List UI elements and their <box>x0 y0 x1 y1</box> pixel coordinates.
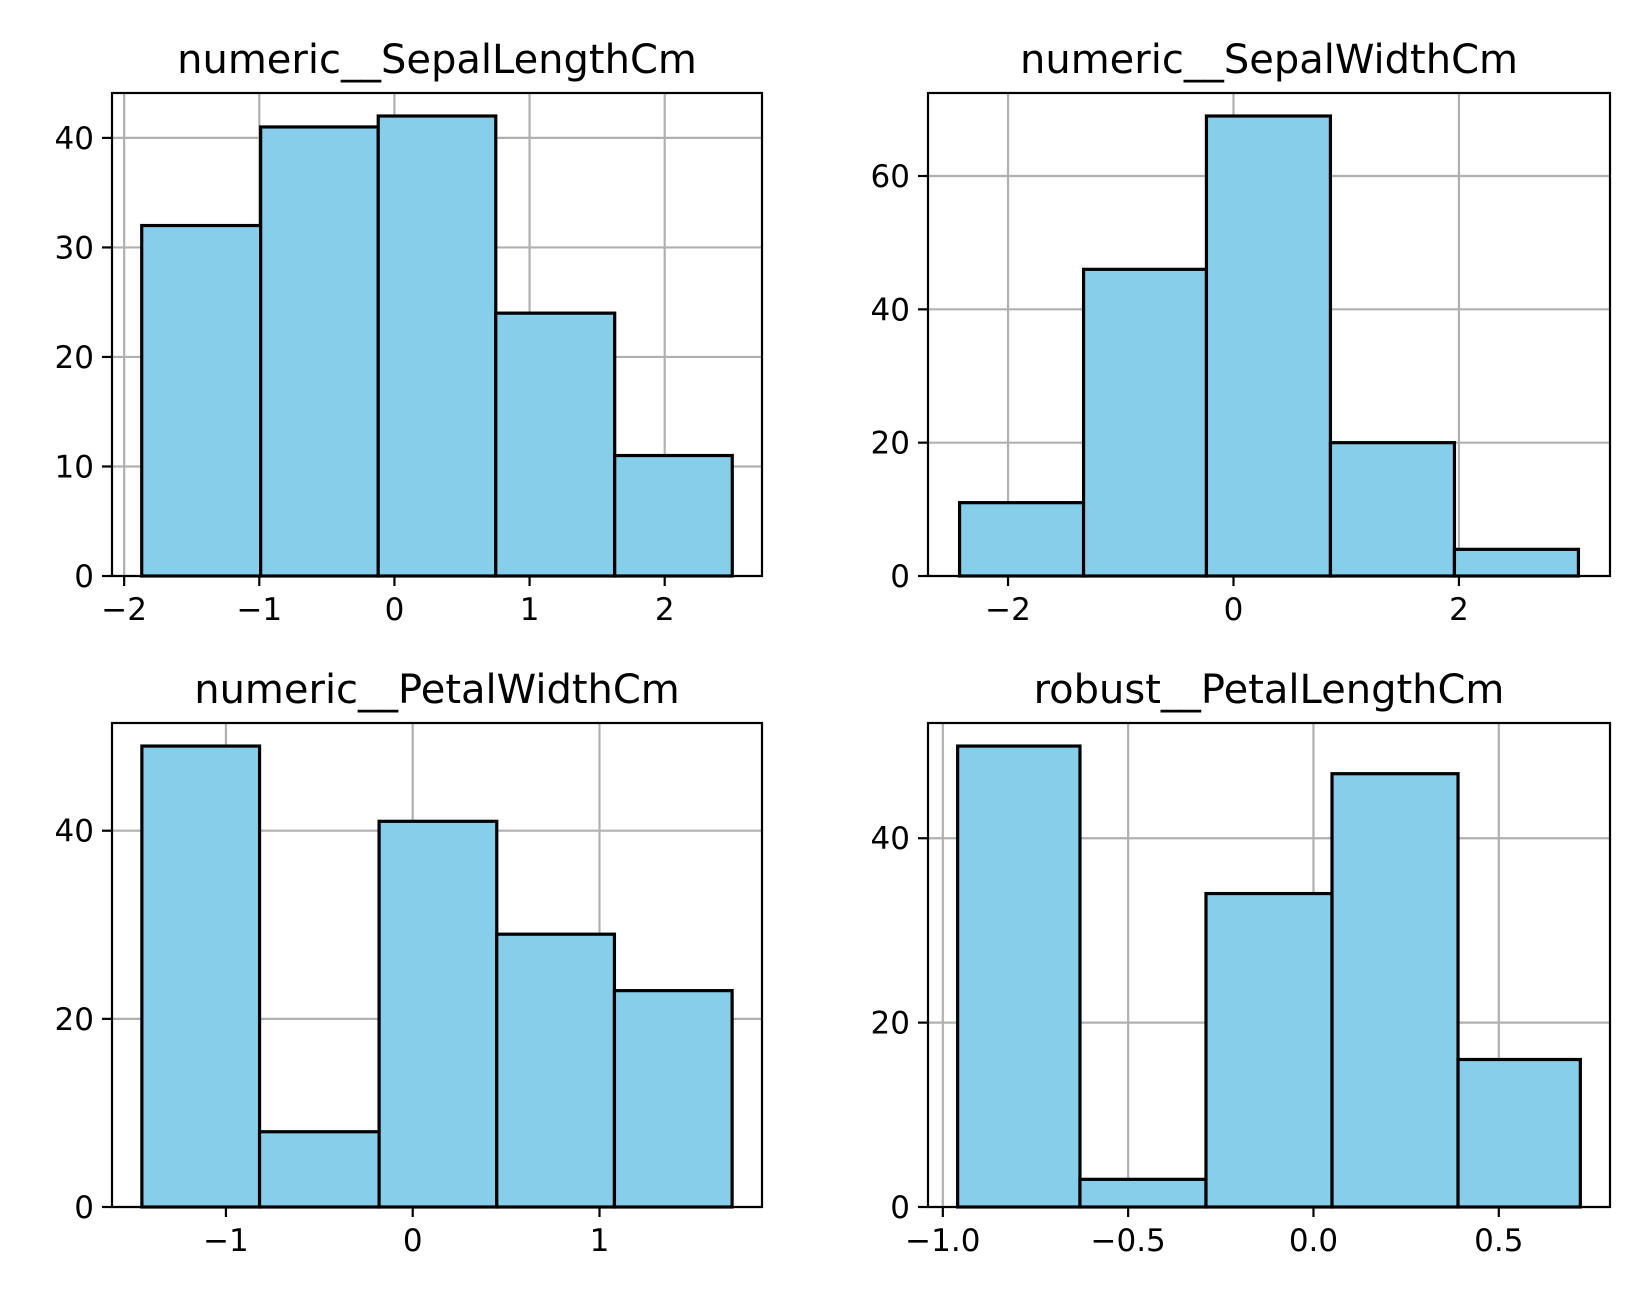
chart-petal-width-bar-1 <box>257 1130 381 1209</box>
chart-petal-length-title: robust__PetalLengthCm <box>1034 667 1505 713</box>
chart-sepal-length-ytick-label: 40 <box>55 121 94 157</box>
chart-petal-width-ytick-label: 20 <box>55 1002 94 1038</box>
chart-petal-length-bar-1 <box>1078 1177 1208 1209</box>
chart-petal-length-ytick-label: 0 <box>890 1190 910 1226</box>
chart-sepal-width-bar-4 <box>1452 547 1581 578</box>
chart-sepal-width-ytick-label: 60 <box>871 159 910 195</box>
chart-sepal-width-xtick-label: 2 <box>1449 592 1469 628</box>
chart-petal-length-xtick-label: −0.5 <box>1091 1223 1166 1259</box>
chart-sepal-width-ytick-label: 0 <box>890 559 910 595</box>
chart-petal-width-bar-4 <box>612 989 734 1209</box>
chart-petal-length-ytick-label: 40 <box>871 821 910 857</box>
chart-petal-width-bar-0 <box>140 744 262 1209</box>
chart-petal-length-bar-2 <box>1204 891 1334 1209</box>
chart-sepal-width-ytick-label: 20 <box>871 426 910 462</box>
chart-petal-width-title: numeric__PetalWidthCm <box>194 667 680 713</box>
chart-sepal-length-bar-1 <box>259 125 380 578</box>
chart-petal-width-xtick-label: 1 <box>590 1223 610 1259</box>
chart-sepal-length-ytick-label: 0 <box>74 559 94 595</box>
chart-sepal-length-bar-4 <box>613 453 734 578</box>
chart-petal-width-ytick-label: 0 <box>74 1190 94 1226</box>
chart-petal-length-bar-3 <box>1330 772 1460 1209</box>
chart-petal-width-xtick-label: −1 <box>203 1223 249 1259</box>
chart-petal-width-xtick-label: 0 <box>403 1223 423 1259</box>
chart-sepal-width-xtick-label: 0 <box>1224 592 1244 628</box>
chart-sepal-width-bar-0 <box>957 501 1086 578</box>
chart-petal-length-xtick-label: 0.5 <box>1474 1223 1523 1259</box>
chart-petal-width-bar-3 <box>495 932 617 1209</box>
chart-sepal-length-ytick-label: 30 <box>55 230 94 266</box>
chart-sepal-length-xtick-label: −1 <box>236 592 282 628</box>
chart-sepal-length-bar-0 <box>140 223 263 578</box>
chart-petal-length-bar-4 <box>1456 1057 1582 1209</box>
chart-sepal-length-ytick-label: 10 <box>55 449 94 485</box>
chart-sepal-width-bar-3 <box>1328 441 1457 578</box>
chart-petal-length-bar-0 <box>956 744 1082 1209</box>
chart-sepal-length-bar-2 <box>376 114 498 578</box>
chart-sepal-length-ytick-label: 20 <box>55 340 94 376</box>
chart-sepal-length-bar-3 <box>494 311 617 578</box>
chart-petal-width-ytick-label: 40 <box>55 814 94 850</box>
chart-sepal-width-ytick-label: 40 <box>871 292 910 328</box>
chart-petal-length-xtick-label: −1.0 <box>905 1223 980 1259</box>
chart-sepal-length-xtick-label: −2 <box>101 592 147 628</box>
chart-petal-length-xtick-label: 0.0 <box>1289 1223 1338 1259</box>
chart-sepal-length-axes-frame <box>110 91 764 578</box>
chart-petal-width-axes-frame <box>110 721 764 1209</box>
chart-sepal-length-xtick-label: 2 <box>655 592 675 628</box>
chart-petal-width-bar-2 <box>377 819 499 1209</box>
chart-sepal-width-title: numeric__SepalWidthCm <box>1020 37 1518 83</box>
chart-sepal-width-xtick-label: −2 <box>985 592 1031 628</box>
chart-sepal-width-bar-1 <box>1081 267 1209 578</box>
chart-sepal-width-bar-2 <box>1204 114 1333 578</box>
chart-petal-length-axes-frame <box>926 721 1612 1209</box>
chart-sepal-length-xtick-label: 0 <box>385 592 405 628</box>
chart-petal-length: −1.0 −0.5 0.0 0.5 0 20 40 robust__PetalLengthCm <box>871 667 1612 1259</box>
chart-petal-length-ytick-label: 20 <box>871 1006 910 1042</box>
chart-sepal-length-title: numeric__SepalLengthCm <box>177 37 697 83</box>
chart-sepal-width-axes-frame <box>926 91 1612 578</box>
chart-sepal-length-xtick-label: 1 <box>520 592 540 628</box>
